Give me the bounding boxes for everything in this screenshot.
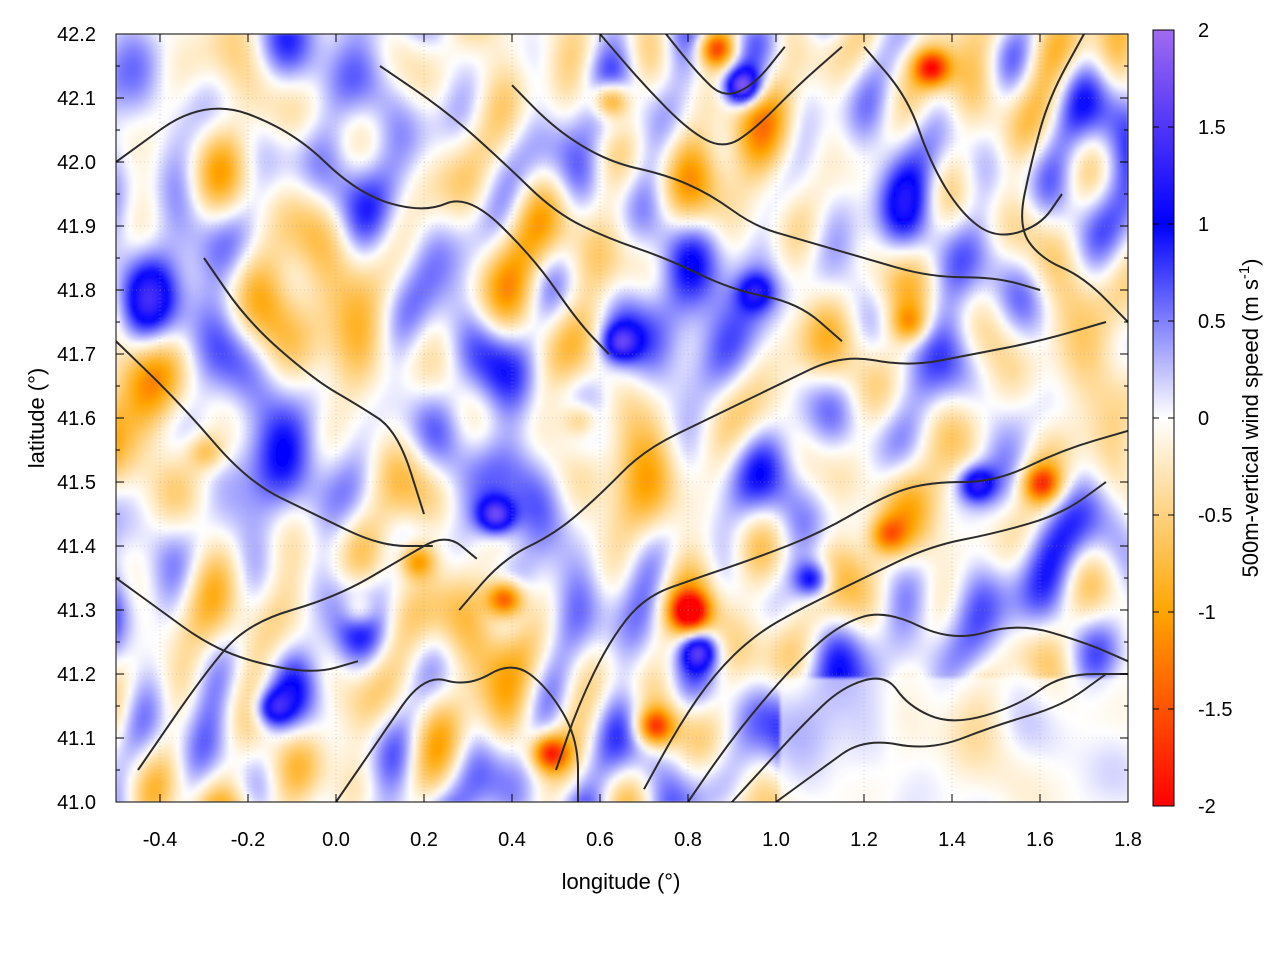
colorbar-title-main: 500m-vertical wind speed (m s xyxy=(1238,279,1263,577)
contour-line xyxy=(511,84,1041,291)
y-tick-label: 41.7 xyxy=(57,344,96,366)
colorbar: 2 1.5 1 0.5 0 -0.5 -1 -1.5 -2 500m-vertical wind… xyxy=(1152,20,1263,818)
contour-line xyxy=(731,673,1128,802)
y-tick-label: 42.1 xyxy=(57,88,96,110)
colorbar-title-close: ) xyxy=(1238,258,1263,265)
contour-line xyxy=(116,577,359,672)
y-axis-title: latitude (°) xyxy=(24,368,49,469)
contour-line xyxy=(1021,34,1128,323)
y-axis-ticks: 41.0 41.1 41.2 41.3 41.4 41.5 41.6 41.7 41.8 41.9… xyxy=(57,24,1128,814)
colorbar-tick-label: 1 xyxy=(1198,214,1209,236)
y-tick-label: 42.2 xyxy=(57,24,96,46)
x-axis-ticks: -0.4 -0.2 0.0 0.2 0.4 0.6 0.8 1.0 1.2 1.4 1.6 1.8 xyxy=(143,34,1142,851)
contour-line xyxy=(599,34,843,146)
contour-line xyxy=(665,34,786,95)
contour-line xyxy=(555,429,1128,771)
plot-area: -0.4 -0.2 0.0 0.2 0.4 0.6 0.8 1.0 1.2 1.4 1.6 1.8 4… xyxy=(57,24,1142,851)
colorbar-ticks: 2 1.5 1 0.5 0 -0.5 -1 -1.5 -2 xyxy=(1153,20,1232,818)
contour-line xyxy=(863,46,1063,236)
x-tick-label: 1.0 xyxy=(762,829,790,851)
x-tick-label: -0.2 xyxy=(231,829,265,851)
y-tick-label: 42.0 xyxy=(57,152,96,174)
x-tick-label: 1.6 xyxy=(1026,829,1054,851)
y-tick-label: 41.9 xyxy=(57,216,96,238)
x-tick-label: 0.0 xyxy=(322,829,350,851)
x-tick-label: 1.4 xyxy=(938,829,966,851)
x-tick-label: -0.4 xyxy=(143,829,177,851)
x-tick-label: 1.8 xyxy=(1114,829,1142,851)
y-tick-label: 41.8 xyxy=(57,280,96,302)
contour-line xyxy=(775,673,1107,802)
y-tick-label: 41.4 xyxy=(57,536,96,558)
colorbar-tick-label: -1 xyxy=(1198,602,1216,624)
y-tick-label: 41.6 xyxy=(57,408,96,430)
x-tick-label: 0.8 xyxy=(674,829,702,851)
colorbar-tick-label: 0.5 xyxy=(1198,311,1226,333)
contour-line xyxy=(379,65,843,342)
y-tick-label: 41.5 xyxy=(57,472,96,494)
colorbar-tick-label: 2 xyxy=(1198,20,1209,42)
y-tick-label: 41.0 xyxy=(57,792,96,814)
contour-line xyxy=(643,481,1107,790)
colorbar-tick-label: 1.5 xyxy=(1198,117,1226,139)
x-tick-label: 0.2 xyxy=(410,829,438,851)
contour-line xyxy=(116,107,610,355)
colorbar-tick-label: -0.5 xyxy=(1198,505,1232,527)
x-tick-label: 1.2 xyxy=(850,829,878,851)
colorbar-title: 500m-vertical wind speed (m s-1) xyxy=(1236,258,1263,577)
x-axis-title: longitude (°) xyxy=(562,869,681,894)
contour-line xyxy=(458,321,1107,611)
contour-line xyxy=(335,666,579,802)
y-tick-label: 41.1 xyxy=(57,728,96,750)
colorbar-tick-label: -1.5 xyxy=(1198,699,1232,721)
contour-line xyxy=(116,340,433,547)
x-tick-label: 0.4 xyxy=(498,829,526,851)
x-tick-label: 0.6 xyxy=(586,829,614,851)
y-tick-label: 41.2 xyxy=(57,664,96,686)
contour-line xyxy=(687,613,1128,802)
colorbar-tick-label: -2 xyxy=(1198,796,1216,818)
colorbar-title-sup: -1 xyxy=(1236,266,1253,279)
y-tick-label: 41.3 xyxy=(57,600,96,622)
contour-line xyxy=(203,257,425,515)
terrain-contours xyxy=(116,34,1128,802)
colorbar-tick-label: 0 xyxy=(1198,408,1209,430)
